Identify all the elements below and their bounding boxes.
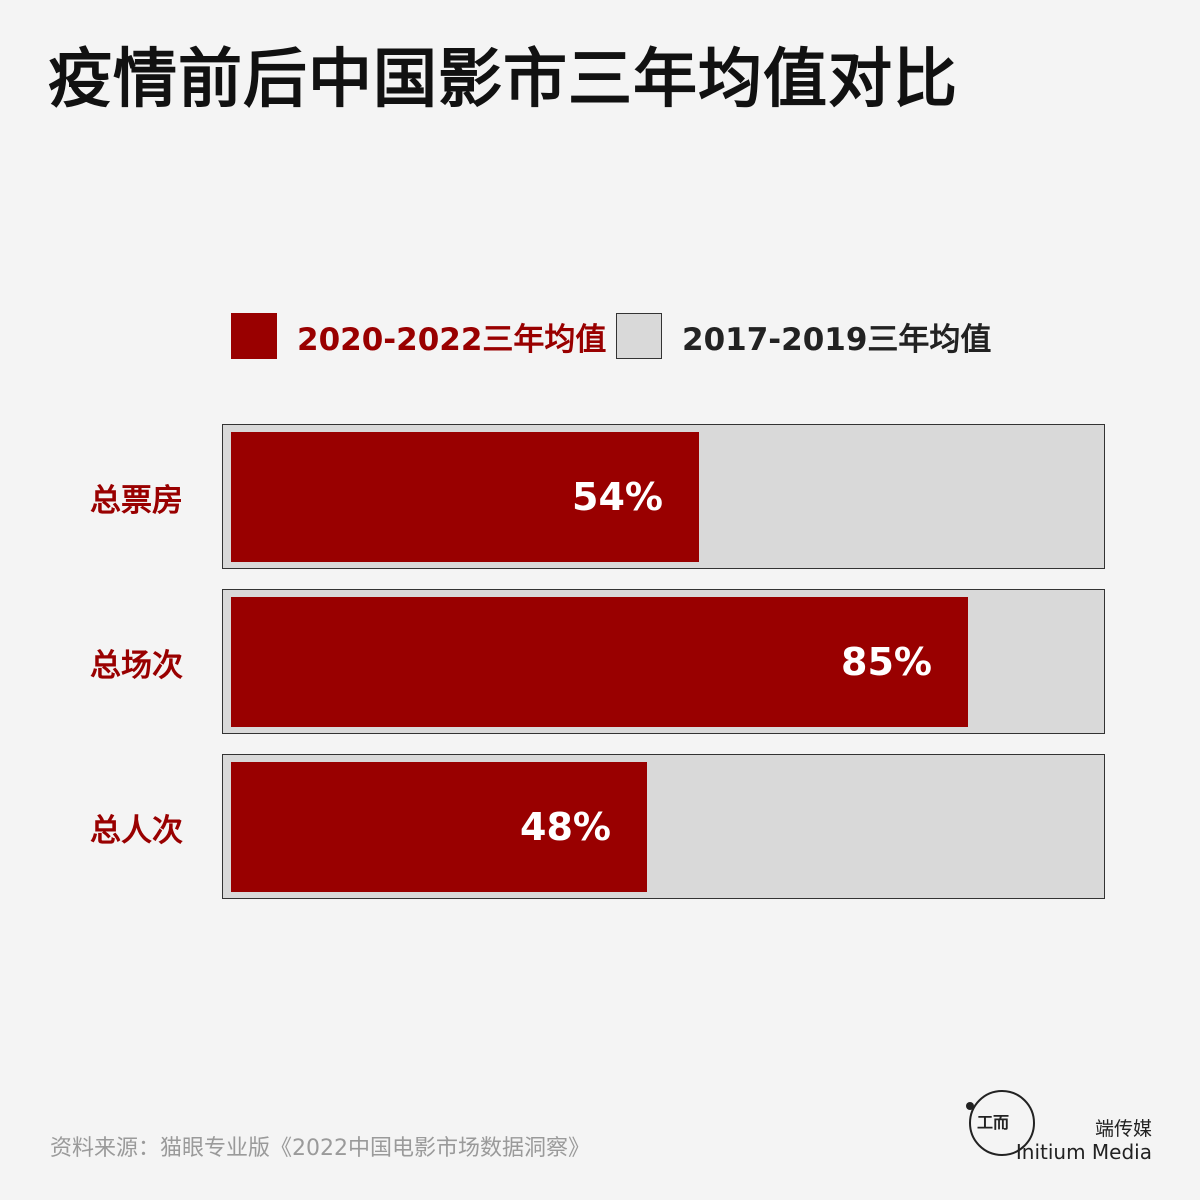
bar-baseline: 85% <box>222 589 1105 734</box>
legend-swatch-baseline <box>616 313 662 359</box>
legend-item-baseline: 2017-2019三年均值 <box>616 313 991 359</box>
brand-name-en: Initium Media <box>1015 1140 1152 1164</box>
category-label: 总场次 <box>90 647 183 684</box>
source-note: 资料来源：猫眼专业版《2022中国电影市场数据洞察》 <box>50 1136 590 1161</box>
legend-item-current: 2020-2022三年均值 <box>231 313 606 359</box>
category-label: 总人次 <box>90 812 183 849</box>
brand-logo: 工而 <box>966 1090 1035 1156</box>
bar-current: 48% <box>231 762 647 892</box>
logo-dot <box>966 1102 974 1110</box>
logo-mark: 工而 <box>977 1113 1010 1132</box>
legend-swatch-current <box>231 313 277 359</box>
bar-current: 85% <box>231 597 968 727</box>
bar-current: 54% <box>231 432 699 562</box>
chart-title: 疫情前后中国影市三年均值对比 <box>48 43 958 117</box>
category-label: 总票房 <box>90 482 183 519</box>
bar-baseline: 48% <box>222 754 1105 899</box>
legend-label-baseline: 2017-2019三年均值 <box>682 321 992 358</box>
bar-value-label: 54% <box>572 475 663 519</box>
legend-label-current: 2020-2022三年均值 <box>297 321 607 358</box>
brand-name-cn: 端传媒 <box>1094 1118 1152 1140</box>
bar-baseline: 54% <box>222 424 1105 569</box>
bar-value-label: 85% <box>841 640 932 684</box>
bar-value-label: 48% <box>520 805 611 849</box>
